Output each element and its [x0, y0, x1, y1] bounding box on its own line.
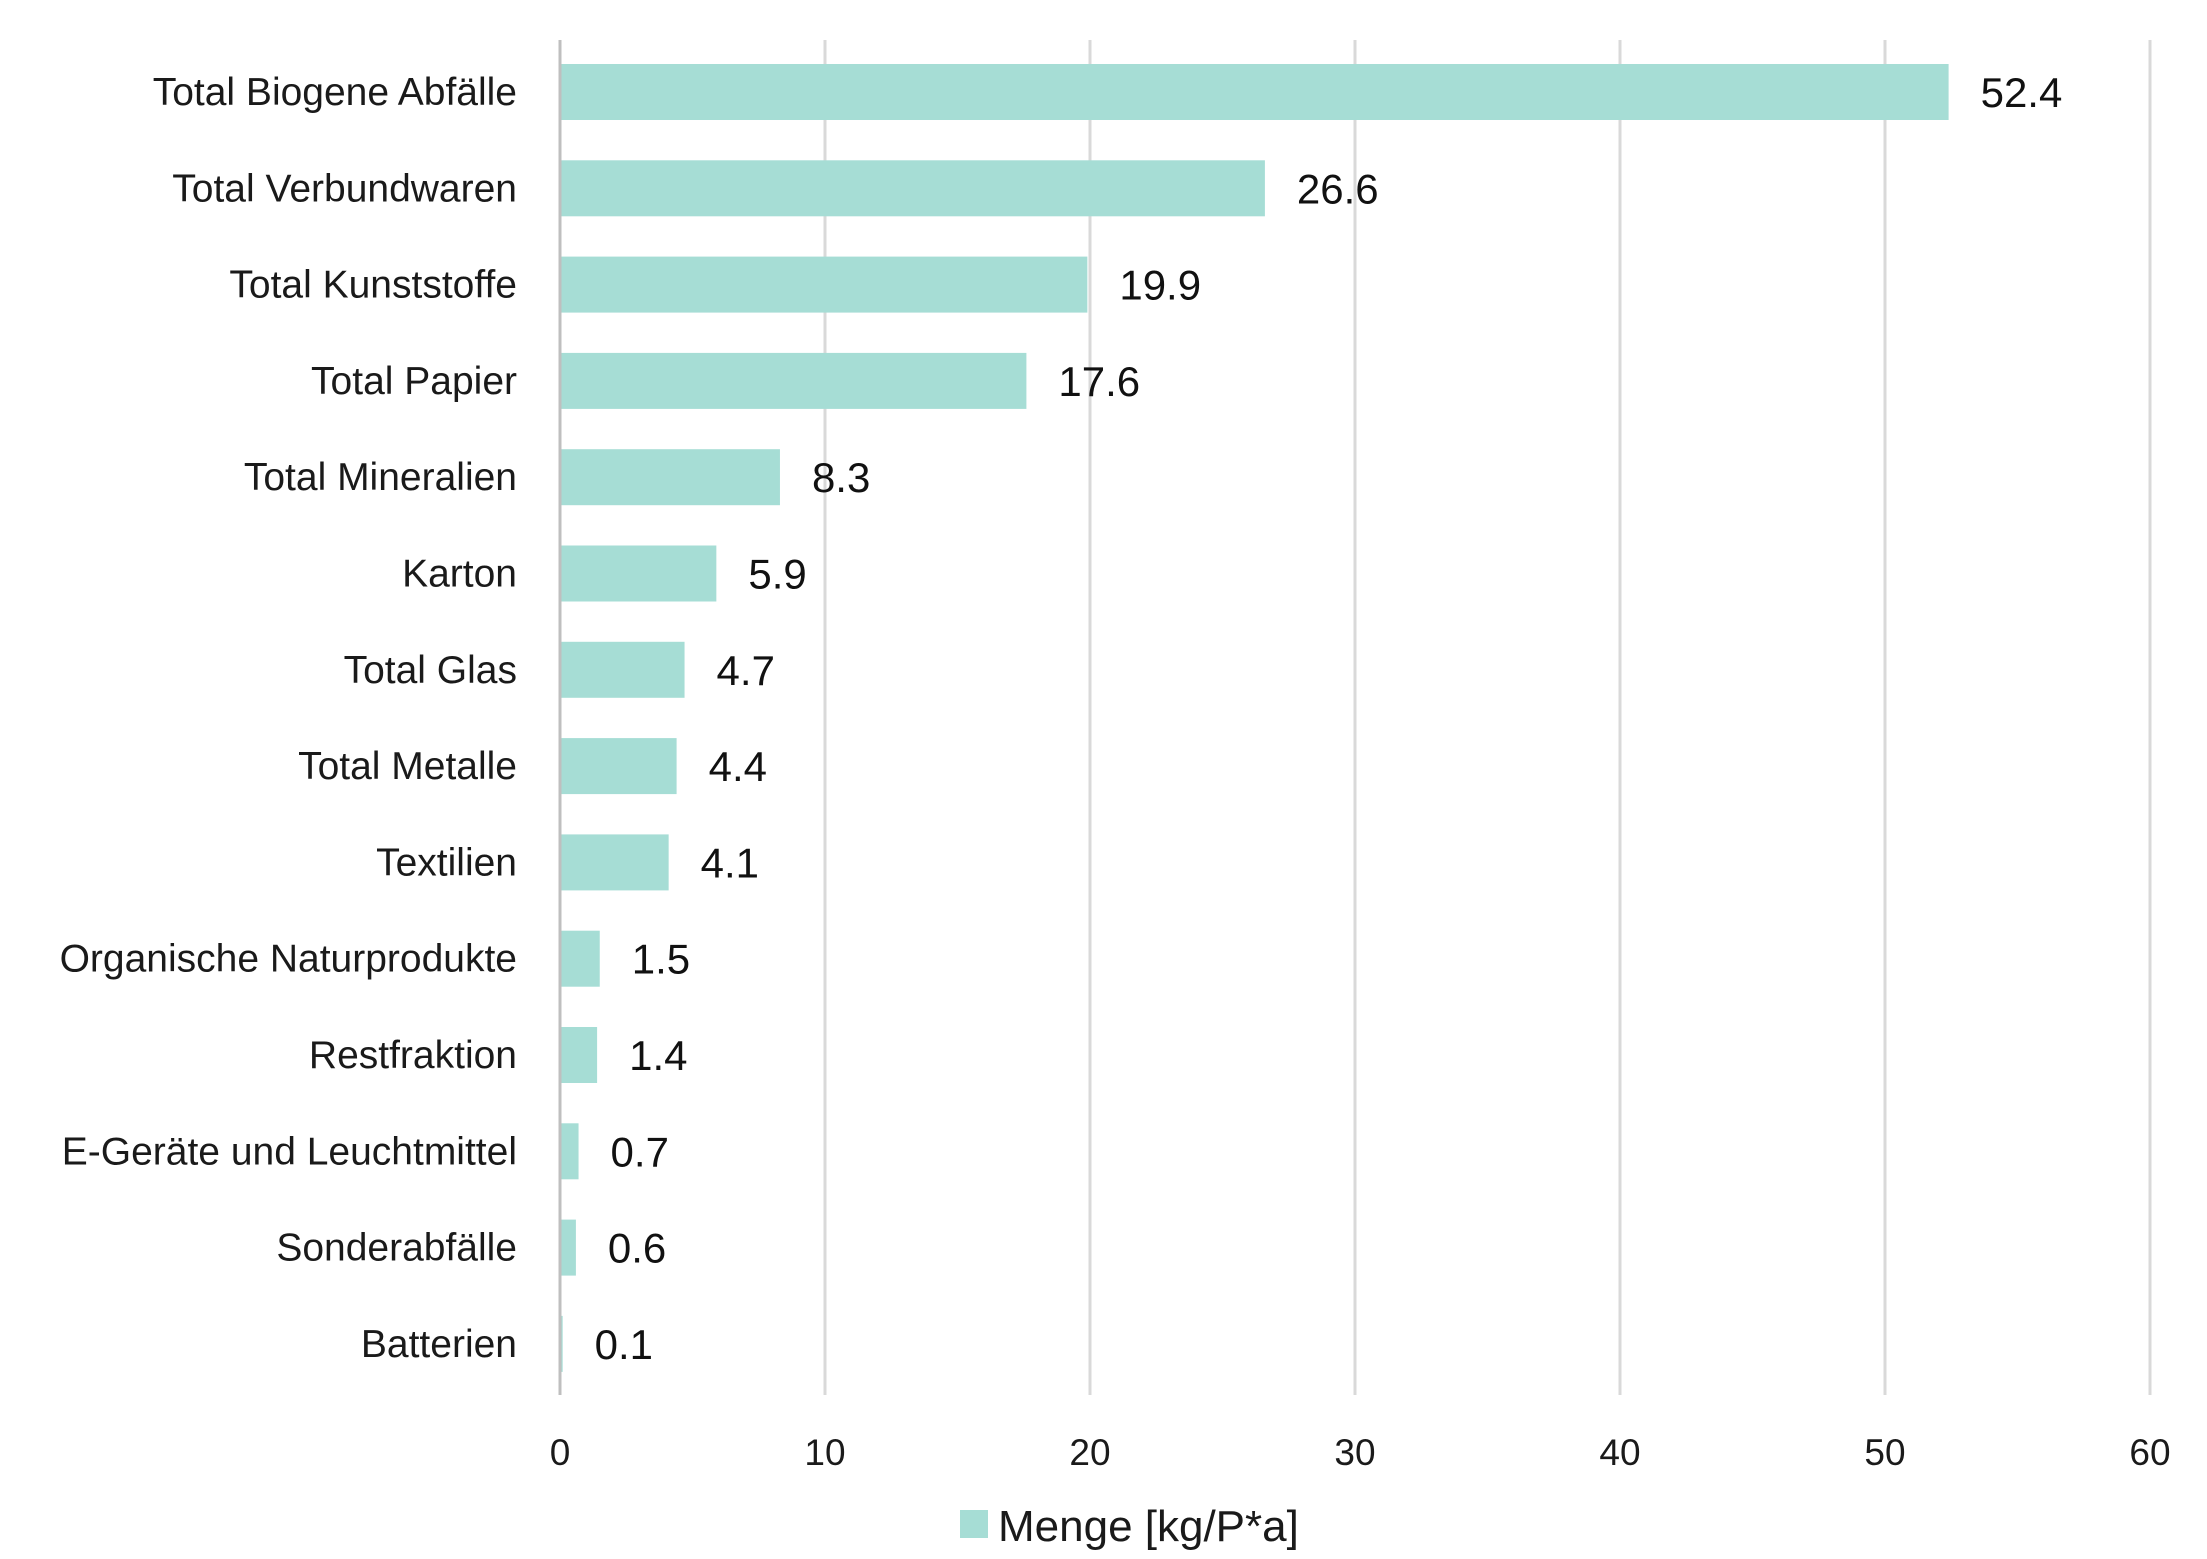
category-label: Total Papier — [311, 360, 517, 403]
x-tick-label: 20 — [1069, 1432, 1110, 1473]
category-label: Total Kunststoffe — [229, 264, 517, 307]
category-labels: Total Biogene Abfälle Total Verbundwaren T… — [60, 71, 517, 1366]
bar — [560, 449, 780, 506]
data-label: 4.7 — [717, 647, 775, 694]
data-label: 19.9 — [1119, 262, 1201, 309]
data-label: 26.6 — [1297, 165, 1379, 212]
bar — [560, 256, 1088, 313]
bar — [560, 641, 685, 698]
bar — [560, 1027, 598, 1083]
bar — [560, 352, 1027, 409]
bars — [560, 64, 1949, 1372]
data-label: 1.5 — [632, 936, 690, 983]
bar — [560, 545, 717, 602]
category-label: Total Biogene Abfälle — [153, 71, 517, 114]
bar — [560, 160, 1265, 217]
data-label: 0.1 — [595, 1321, 653, 1368]
bar — [560, 738, 677, 795]
data-label: 5.9 — [748, 551, 806, 598]
legend-label: Menge [kg/P*a] — [998, 1502, 1299, 1551]
x-tick-label: 30 — [1334, 1432, 1375, 1473]
bar — [560, 64, 1949, 120]
data-label: 17.6 — [1058, 358, 1140, 405]
data-label: 1.4 — [629, 1032, 687, 1079]
bar — [560, 1219, 576, 1276]
x-tick-label: 60 — [2129, 1432, 2170, 1473]
category-label: Sonderabfälle — [276, 1227, 517, 1270]
legend-swatch — [960, 1510, 988, 1538]
category-label: Total Glas — [344, 649, 517, 692]
category-label: Total Metalle — [298, 745, 517, 788]
bar — [560, 1123, 579, 1180]
bar — [560, 930, 600, 987]
category-label: Organische Naturprodukte — [60, 938, 517, 981]
category-label: Restfraktion — [309, 1034, 517, 1077]
data-label: 8.3 — [812, 454, 870, 501]
data-label: 0.7 — [611, 1128, 669, 1175]
data-label: 0.6 — [608, 1225, 666, 1272]
category-label: Total Verbundwaren — [172, 167, 517, 210]
category-label: Karton — [402, 553, 517, 596]
x-tick-label: 0 — [550, 1432, 571, 1473]
category-label: Batterien — [361, 1323, 517, 1366]
data-label: 52.4 — [1981, 69, 2063, 116]
legend: Menge [kg/P*a] — [960, 1502, 1299, 1551]
data-label: 4.4 — [709, 743, 767, 790]
grid-lines — [823, 40, 2152, 1395]
category-label: Total Mineralien — [244, 456, 517, 499]
value-labels: 52.4 26.6 19.9 17.6 8.3 5.9 4.7 4.4 4.1 1.5 1.4 0.7… — [595, 69, 2063, 1368]
data-label: 4.1 — [701, 839, 759, 886]
category-label: Textilien — [376, 841, 517, 884]
x-tick-labels: 0 10 20 30 40 50 60 — [550, 1432, 2171, 1473]
x-tick-label: 50 — [1864, 1432, 1905, 1473]
x-tick-label: 10 — [804, 1432, 845, 1473]
category-label: E-Geräte und Leuchtmittel — [62, 1130, 517, 1173]
x-tick-label: 40 — [1599, 1432, 1640, 1473]
bar — [560, 834, 669, 891]
